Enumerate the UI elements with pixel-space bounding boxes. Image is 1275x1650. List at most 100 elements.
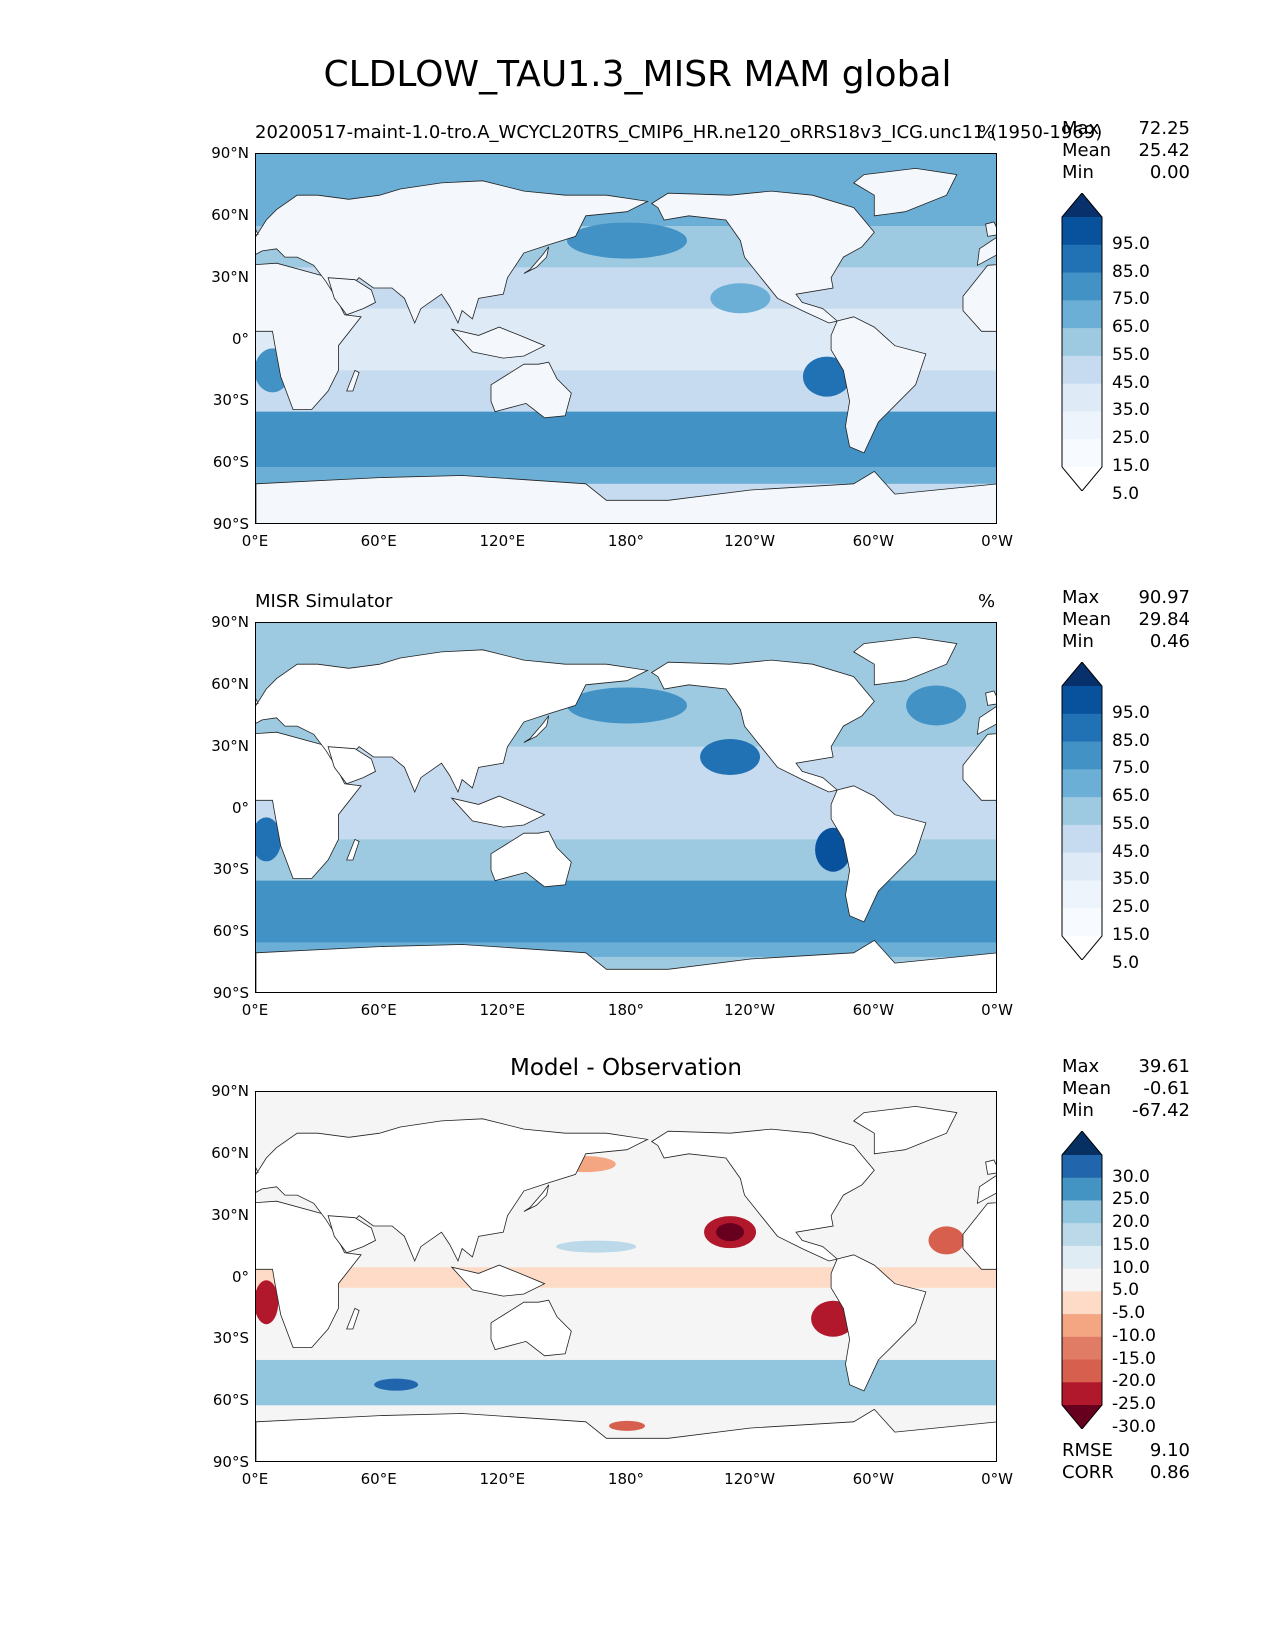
colorbar-diff (1061, 1131, 1103, 1429)
colorbar-tick-label: 15.0 (1112, 925, 1150, 945)
lat-tick-label: 90°N (211, 1082, 249, 1100)
lon-tick-label: 60°E (360, 532, 397, 550)
lon-tick-label: 180° (607, 532, 645, 550)
colorbar-tick-label: 25.0 (1112, 897, 1150, 918)
mean-label: Mean (1062, 609, 1112, 630)
landmass (256, 1408, 996, 1461)
max-value: 90.97 (1138, 587, 1190, 608)
landmass (450, 795, 546, 828)
landmass (256, 731, 362, 879)
colorbar-segment (1062, 383, 1102, 412)
lat-tick-label: 0° (231, 329, 249, 348)
landmass (853, 636, 958, 686)
colorbar-segment (1062, 272, 1102, 301)
max-label: Max (1062, 1056, 1100, 1077)
colorbar-tick-label: -10.0 (1112, 1325, 1156, 1346)
field-blob (704, 1216, 757, 1249)
landmass (830, 316, 927, 454)
colorbar-extend-min (1062, 1405, 1102, 1429)
max-value: 72.25 (1138, 118, 1190, 139)
map-model (255, 153, 997, 524)
colorbar-tick-label: 15.0 (1112, 456, 1150, 476)
lon-tick-label: 0°E (241, 1001, 269, 1019)
colorbar-tick-label: 25.0 (1112, 1189, 1150, 1210)
landmass (523, 246, 550, 274)
colorbar-tick-label: 35.0 (1112, 869, 1150, 890)
colorbar-segment (1062, 244, 1102, 274)
lat-tick-label: 90°N (211, 144, 249, 162)
colorbar-extend-min (1062, 936, 1102, 960)
field-band (256, 154, 996, 227)
panel-obs-units: % (978, 591, 996, 612)
field-blob (556, 1240, 637, 1253)
field-blob (256, 817, 282, 862)
min-label: Min (1062, 1100, 1094, 1121)
mean-value: -0.61 (1143, 1078, 1190, 1099)
field-blob (716, 1223, 745, 1242)
landmass (256, 698, 259, 705)
lat-tick-label: 30°N (211, 1205, 249, 1224)
landmass (976, 1175, 996, 1204)
colorbar-extend-min (1062, 467, 1102, 491)
lon-tick-label: 180° (607, 1001, 645, 1019)
lon-tick-label: 60°W (852, 1001, 895, 1019)
lat-tick-label: 30°S (212, 1329, 249, 1348)
lon-tick-label: 60°E (360, 1470, 397, 1488)
landmass (962, 264, 996, 332)
panel-diff-stats: Max 39.61 Mean -0.61 Min -67.42 (1062, 1056, 1190, 1122)
lon-tick-label: 0°E (241, 1470, 269, 1488)
lon-tick-label: 60°W (852, 1470, 895, 1488)
colorbar-segment (1062, 713, 1102, 743)
colorbar-extend-max (1062, 662, 1102, 686)
landmass (256, 939, 996, 992)
landmass (256, 1167, 259, 1174)
landmass (256, 229, 259, 236)
colorbar-extend-max (1062, 193, 1102, 217)
colorbar-tick-label: 15.0 (1112, 1234, 1150, 1255)
corr-value: 0.86 (1149, 1462, 1190, 1483)
landmass (830, 785, 927, 923)
field-band (256, 787, 996, 840)
field-blob (700, 738, 761, 775)
landmass (256, 470, 996, 523)
field-blob (928, 1226, 965, 1255)
colorbar-segment (1062, 769, 1102, 798)
colorbar-tick-label: -30.0 (1112, 1416, 1156, 1437)
colorbar-tick-label: 85.0 (1112, 261, 1150, 282)
colorbar-segment (1062, 1382, 1102, 1406)
colorbar-tick-label: 55.0 (1112, 344, 1150, 365)
lon-tick-label: 120°W (724, 532, 776, 550)
map-obs (255, 622, 997, 993)
corr-label: CORR (1062, 1462, 1114, 1483)
colorbar-segment (1062, 439, 1102, 468)
lon-tick-label: 60°E (360, 1001, 397, 1019)
colorbar-tick-label: 75.0 (1112, 289, 1150, 310)
field-band (256, 154, 996, 523)
colorbar-tick-label: 45.0 (1112, 372, 1150, 393)
mean-label: Mean (1062, 1078, 1112, 1099)
colorbar-tick-label: 5.0 (1112, 483, 1140, 504)
field-blob (815, 827, 852, 872)
field-band (256, 411, 996, 468)
panel-model-title: 20200517-maint-1.0-tro.A_WCYCL20TRS_CMIP… (255, 122, 1103, 143)
colorbar-tick-label: -20.0 (1112, 1371, 1156, 1392)
landmass (523, 715, 550, 743)
colorbar-segment (1062, 686, 1102, 715)
lon-tick-label: 0°W (981, 1001, 1013, 1019)
lat-tick-label: 60°N (211, 674, 249, 693)
colorbar-segment (1062, 1291, 1102, 1315)
lat-tick-label: 60°N (211, 205, 249, 224)
landmass (490, 1299, 572, 1357)
model-field-map (256, 154, 996, 523)
field-band (256, 467, 996, 484)
panel-diff-scores: RMSE 9.10 CORR 0.86 (1062, 1440, 1190, 1484)
lon-tick-label: 120°W (724, 1001, 776, 1019)
colorbar-segment (1062, 328, 1102, 357)
field-band (256, 1092, 996, 1461)
landmass (256, 262, 362, 410)
colorbar-tick-label: 65.0 (1112, 786, 1150, 807)
landmass (327, 1215, 376, 1254)
lat-tick-label: 90°N (211, 613, 249, 631)
mean-label: Mean (1062, 140, 1112, 161)
landmass (985, 1159, 996, 1175)
